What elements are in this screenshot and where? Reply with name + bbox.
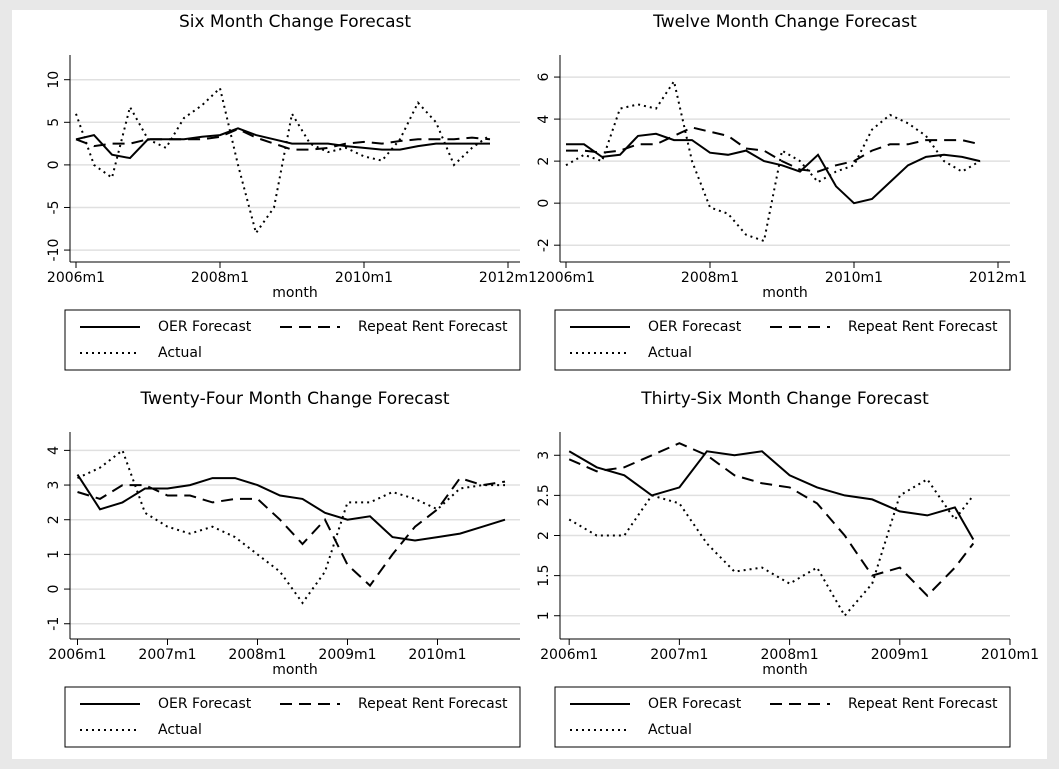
data-line [76, 474, 506, 542]
x-tick-label: 2006m1 [48, 647, 106, 663]
y-tick-label: -2 [536, 238, 552, 252]
data-line [568, 442, 975, 598]
chart-title: Twelve Month Change Forecast [652, 12, 917, 32]
x-axis-label: month [272, 662, 317, 678]
legend-label: OER Forecast [648, 696, 742, 712]
y-tick-label: -10 [46, 239, 62, 262]
x-tick-label: 2010m1 [335, 270, 393, 286]
x-tick-label: 2010m1 [825, 270, 883, 286]
y-tick-label: 3 [536, 451, 552, 460]
data-line [75, 86, 491, 236]
x-tick-label: 2008m1 [191, 270, 249, 286]
y-tick-label: 6 [536, 73, 552, 82]
chart-title: Thirty-Six Month Change Forecast [640, 389, 929, 409]
x-tick-label: 2006m1 [537, 270, 595, 286]
chart-title: Twenty-Four Month Change Forecast [139, 389, 449, 409]
legend-label: OER Forecast [648, 319, 742, 335]
y-tick-label: 4 [536, 115, 552, 124]
data-line [568, 477, 975, 618]
chart-title: Six Month Change Forecast [179, 12, 411, 32]
y-tick-label: 5 [46, 118, 62, 127]
data-line [77, 476, 506, 588]
legend-label: Actual [648, 722, 692, 738]
x-tick-label: 2006m1 [47, 270, 105, 286]
x-tick-label: 2010m1 [981, 647, 1039, 663]
legend-label: Repeat Rent Forecast [848, 696, 998, 712]
y-tick-label: 0 [536, 199, 552, 208]
x-tick-label: 2009m1 [318, 647, 376, 663]
legend [64, 686, 521, 748]
x-axis-label: month [272, 285, 317, 301]
x-tick-label: 2012m1 [969, 270, 1027, 286]
x-tick-label: 2006m1 [540, 647, 598, 663]
x-tick-label: 2009m1 [871, 647, 929, 663]
legend [554, 309, 1011, 371]
graph-region [12, 10, 1047, 759]
data-line [566, 126, 981, 173]
y-tick-label: 0 [46, 585, 62, 594]
y-tick-label: 10 [46, 71, 62, 89]
y-tick-label: 2 [536, 157, 552, 166]
y-tick-label: 2 [46, 515, 62, 524]
y-tick-label: 2 [536, 531, 552, 540]
x-tick-label: 2010m1 [408, 647, 466, 663]
data-line [568, 450, 975, 540]
y-tick-label: 0 [46, 160, 62, 169]
y-tick-label: 3 [46, 481, 62, 490]
x-axis-label: month [762, 285, 807, 301]
data-line [75, 127, 490, 160]
legend-label: Repeat Rent Forecast [358, 319, 508, 335]
y-tick-label: -5 [46, 200, 62, 214]
legend [554, 686, 1011, 748]
y-tick-label: 2.5 [536, 484, 552, 506]
legend [64, 309, 521, 371]
x-tick-label: 2008m1 [681, 270, 739, 286]
y-tick-label: 1 [536, 611, 552, 620]
legend-label: OER Forecast [158, 696, 252, 712]
legend-label: Actual [158, 722, 202, 738]
legend-label: Repeat Rent Forecast [848, 319, 998, 335]
x-axis-label: month [762, 662, 807, 678]
x-tick-label: 2008m1 [760, 647, 818, 663]
legend-label: Actual [158, 345, 202, 361]
x-tick-label: 2012m1 [479, 270, 537, 286]
y-tick-label: 1 [46, 550, 62, 559]
y-tick-label: 1.5 [536, 564, 552, 586]
y-tick-label: -1 [46, 617, 62, 631]
legend-label: OER Forecast [158, 319, 252, 335]
y-tick-label: 4 [46, 446, 62, 455]
x-tick-label: 2007m1 [138, 647, 196, 663]
legend-label: Repeat Rent Forecast [358, 696, 508, 712]
x-tick-label: 2008m1 [228, 647, 286, 663]
data-line [566, 132, 981, 205]
data-line [75, 128, 491, 151]
legend-label: Actual [648, 345, 692, 361]
data-line [565, 78, 981, 243]
x-tick-label: 2007m1 [650, 647, 708, 663]
